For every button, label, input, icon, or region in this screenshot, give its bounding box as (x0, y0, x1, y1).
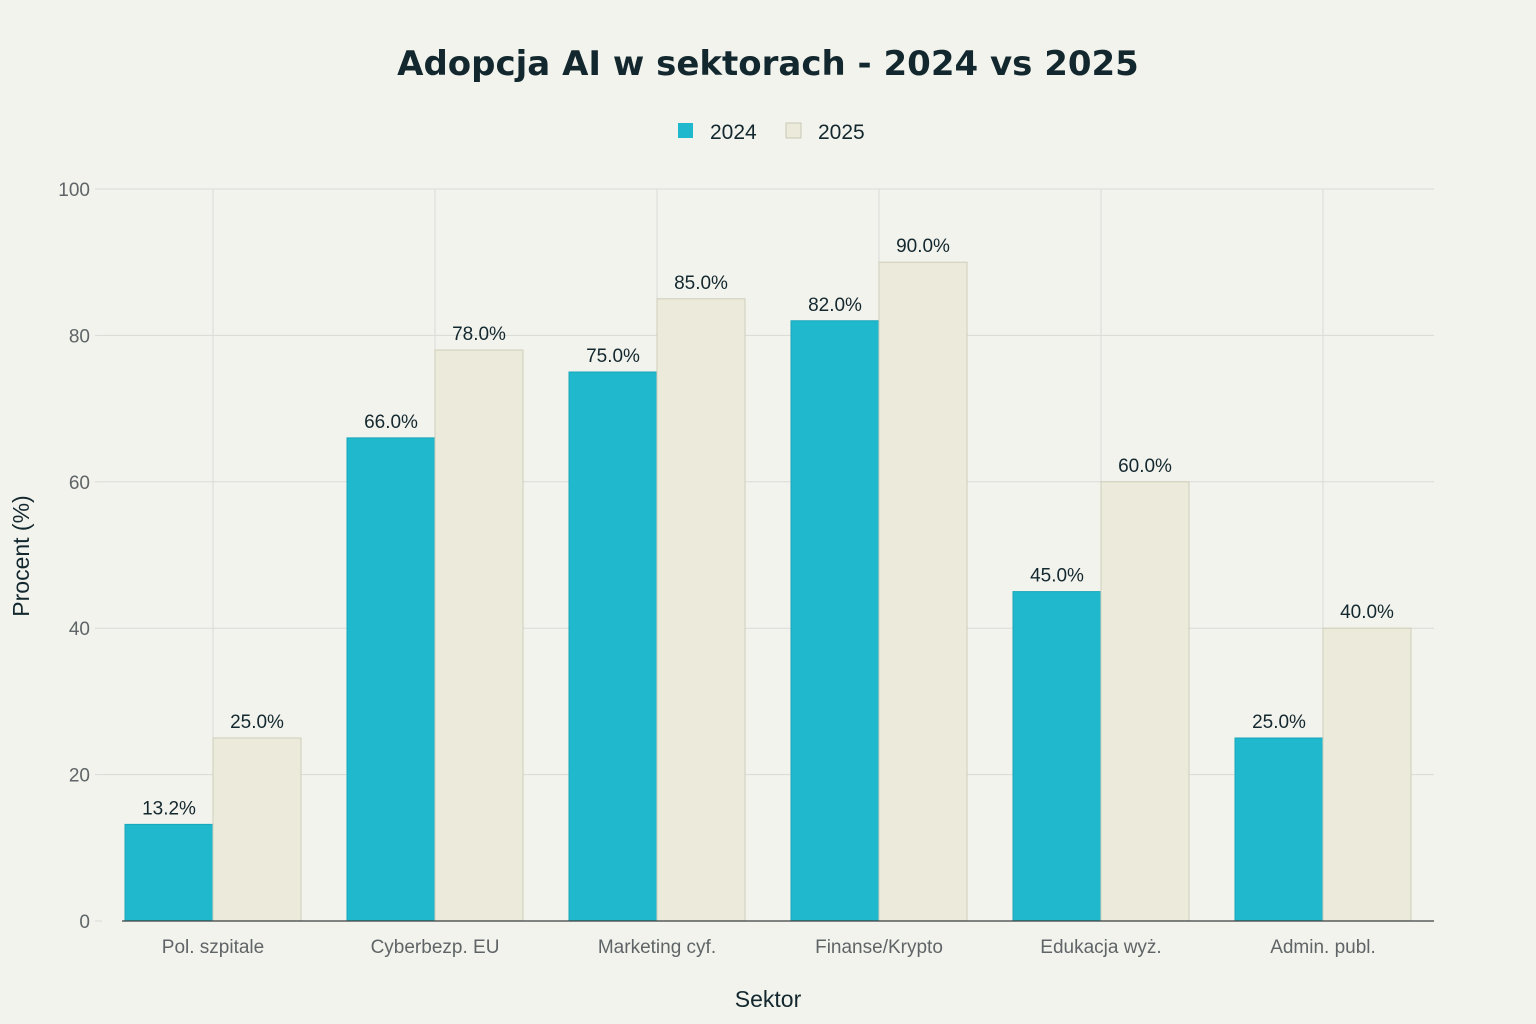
data-label-2024-4: 45.0% (1030, 566, 1084, 587)
chart-title: Adopcja AI w sektorach - 2024 vs 2025 (397, 44, 1139, 84)
y-tick-label: 80 (69, 326, 90, 347)
y-tick-label: 60 (69, 473, 90, 494)
data-label-2024-0: 13.2% (142, 798, 196, 819)
y-axis-title: Procent (%) (8, 495, 34, 616)
bar-2024-5 (1234, 737, 1324, 922)
bar-2025-0 (212, 737, 302, 922)
x-tick-label: Admin. publ. (1270, 937, 1376, 958)
y-tick-label: 100 (58, 180, 90, 201)
bars (124, 261, 1412, 922)
data-label-2024-3: 82.0% (808, 295, 862, 316)
data-label-2024-1: 66.0% (364, 412, 418, 433)
bar-2025-2 (656, 298, 746, 922)
x-tick-label: Cyberbezp. EU (371, 937, 500, 958)
bar-2024-0 (124, 823, 214, 922)
y-axis-ticks: 0 20 40 60 80 100 (58, 180, 90, 933)
bar-2025-3 (878, 261, 968, 922)
data-label-2025-1: 78.0% (452, 324, 506, 345)
bar-2024-2 (568, 371, 658, 922)
x-tick-label: Edukacja wyż. (1040, 937, 1161, 958)
data-label-2025-4: 60.0% (1118, 456, 1172, 477)
x-tick-label: Marketing cyf. (598, 937, 716, 958)
bar-2025-4 (1100, 481, 1190, 922)
x-axis-ticks: Pol. szpitale Cyberbezp. EU Marketing cyf.… (162, 937, 1376, 958)
bar-2024-4 (1012, 591, 1102, 922)
bar-2025-5 (1322, 627, 1412, 922)
x-tick-label: Pol. szpitale (162, 937, 264, 958)
y-tick-label: 0 (79, 912, 90, 933)
y-tick-label: 20 (69, 766, 90, 787)
bar-2024-3 (790, 320, 880, 922)
legend-swatch-2024 (678, 123, 693, 138)
bar-2024-1 (346, 437, 436, 922)
data-label-2025-3: 90.0% (896, 236, 950, 257)
legend-label-2024: 2024 (710, 121, 757, 144)
data-label-2025-5: 40.0% (1340, 602, 1394, 623)
y-tick-label: 40 (69, 619, 90, 640)
data-label-2024-5: 25.0% (1252, 712, 1306, 733)
data-label-2024-2: 75.0% (586, 346, 640, 367)
x-tick-label: Finanse/Krypto (815, 937, 943, 958)
bar-2025-1 (434, 349, 524, 922)
legend: 2024 2025 (678, 121, 865, 144)
legend-label-2025: 2025 (818, 121, 865, 144)
x-axis-title: Sektor (735, 986, 802, 1012)
data-label-2025-0: 25.0% (230, 712, 284, 733)
data-label-2025-2: 85.0% (674, 273, 728, 294)
legend-swatch-2025 (785, 122, 802, 139)
data-labels: 13.2% 66.0% 75.0% 82.0% 45.0% 25.0% 25.0% 78.0%… (142, 236, 1394, 819)
